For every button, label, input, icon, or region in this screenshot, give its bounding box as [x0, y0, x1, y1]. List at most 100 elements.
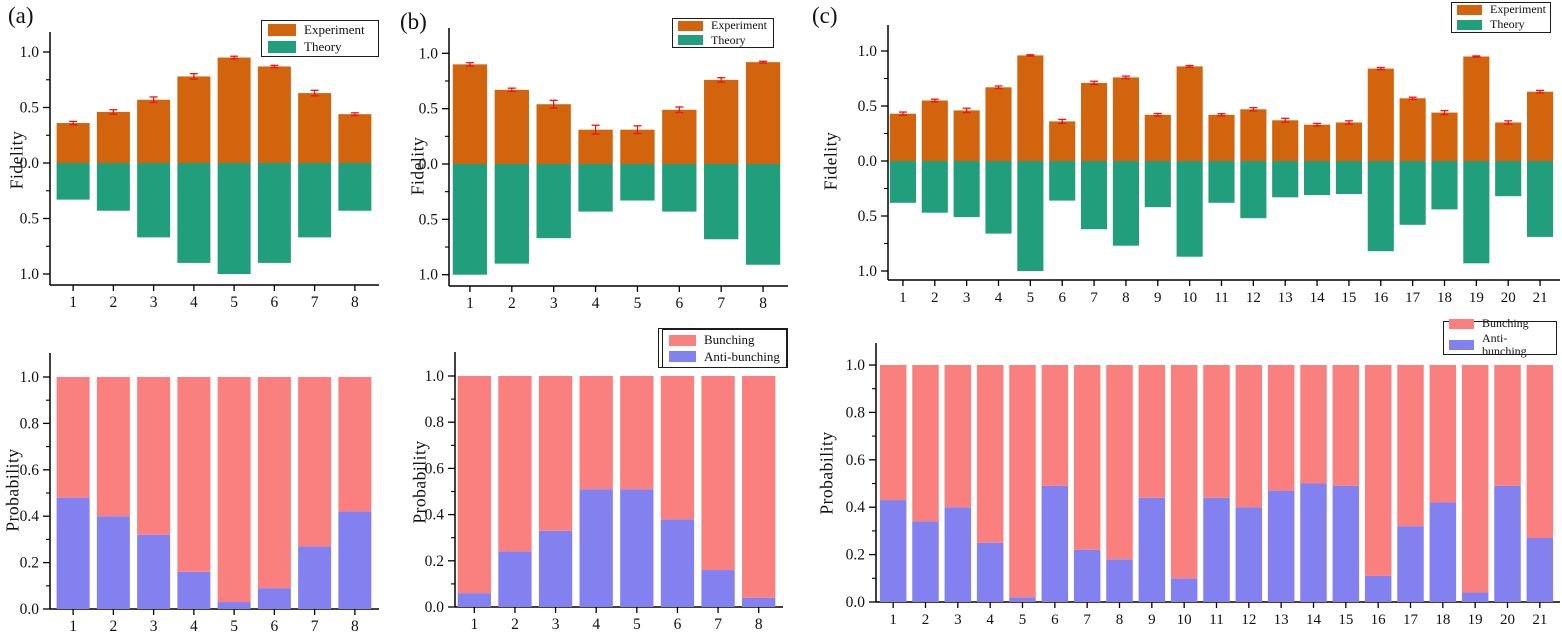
- experiment-bar: [217, 57, 251, 163]
- bunching-segment: [1138, 365, 1166, 498]
- y-tick-label: 0.6: [425, 460, 445, 477]
- bunching-segment: [944, 365, 972, 508]
- anti-bunching-segment: [1009, 597, 1036, 602]
- anti-bunching-segment: [912, 521, 939, 602]
- y-tick-label: 0.0: [20, 601, 40, 618]
- theory-bar: [1017, 161, 1044, 271]
- y-tick-label: 0.0: [20, 155, 40, 172]
- theory-bar: [452, 164, 488, 275]
- y-tick-label: 1.0: [419, 45, 439, 62]
- experiment-bar: [1304, 124, 1331, 161]
- theory-bar: [1367, 161, 1394, 252]
- y-axis-title-fidelity-b: Fidelity: [407, 136, 428, 196]
- x-tick-label: 4: [592, 616, 600, 633]
- y-tick-label: 0.4: [425, 507, 445, 524]
- x-tick-label: 4: [592, 295, 600, 312]
- anti-bunching-segment: [701, 570, 735, 607]
- bunching-segment: [1429, 365, 1457, 503]
- bunching-segment: [701, 376, 735, 571]
- theory-bar: [96, 163, 130, 211]
- x-tick-label: 3: [963, 290, 971, 306]
- bunching-segment: [1494, 365, 1521, 486]
- x-tick-label: 5: [1019, 612, 1027, 628]
- bunching-segment: [912, 365, 939, 522]
- experiment-bar: [1335, 122, 1362, 161]
- probability-chart-a: 1.0 0.8 0.6 0.4 0.2 0.0 1 2 3 4 5 6 7 8: [20, 353, 379, 635]
- bunching-segment: [298, 377, 332, 547]
- legend-item-theory: Theory: [268, 39, 372, 55]
- bunching-segment: [620, 376, 654, 490]
- experiment-bar: [889, 113, 916, 161]
- x-tick-label: 5: [230, 618, 238, 635]
- legend-label: Anti-bunching: [1482, 330, 1527, 359]
- x-tick-label: 7: [1090, 290, 1098, 306]
- x-tick-label: 1: [899, 290, 907, 306]
- y-tick-label: 0.8: [425, 414, 445, 431]
- panel-label-c: (c): [812, 3, 838, 28]
- anti-bunching-segment: [137, 534, 171, 609]
- bunching-segment: [879, 365, 907, 501]
- anti-bunching-segment: [620, 489, 654, 607]
- experiment-bar: [1240, 109, 1267, 161]
- y-tick-label: 1.0: [20, 369, 40, 386]
- anti-bunching-segment: [1397, 526, 1424, 602]
- x-tick-label: 6: [1058, 290, 1066, 306]
- theory-bar: [1049, 161, 1076, 201]
- bunching-segment: [217, 377, 251, 603]
- anti-bunching-swatch-icon: [669, 351, 696, 363]
- experiment-bar: [257, 66, 291, 163]
- x-tick-label: 14: [1306, 612, 1322, 628]
- experiment-bar: [1176, 66, 1203, 161]
- legend-label: Bunching: [1482, 315, 1529, 330]
- bunching-segment: [1170, 365, 1198, 579]
- x-tick-label: 12: [1241, 612, 1256, 628]
- experiment-bar: [1081, 82, 1108, 161]
- anti-bunching-segment: [338, 511, 372, 609]
- x-tick-label: 2: [931, 290, 939, 306]
- x-tick-label: 3: [552, 616, 560, 633]
- x-tick-label: 16: [1371, 612, 1387, 628]
- x-tick-label: 6: [1051, 612, 1059, 628]
- x-tick-label: 14: [1310, 290, 1326, 306]
- anti-bunching-segment: [498, 551, 532, 607]
- anti-bunching-segment: [538, 530, 573, 607]
- legend-item-bunching: Bunching: [669, 332, 780, 348]
- experiment-bar: [137, 99, 171, 163]
- bunching-segment: [1332, 365, 1360, 486]
- probability-chart-b: 1.0 0.8 0.6 0.4 0.2 0.0 1 2 3 4 5 6 7 8: [425, 352, 783, 633]
- x-tick-label: 8: [755, 616, 763, 633]
- legend-item-theory: Theory: [1457, 17, 1545, 32]
- anti-bunching-segment: [1138, 497, 1166, 602]
- theory-bar: [1112, 161, 1139, 246]
- y-axis-title-probability-b: Probability: [409, 440, 430, 524]
- anti-bunching-segment: [579, 489, 613, 607]
- y-axis-title-fidelity-c: Fidelity: [820, 131, 841, 191]
- bunching-segment: [1106, 365, 1133, 560]
- x-tick-label: 4: [986, 612, 994, 628]
- anti-bunching-segment: [298, 546, 332, 609]
- anti-bunching-segment: [1300, 483, 1327, 602]
- theory-bar: [1335, 161, 1362, 194]
- anti-bunching-segment: [1494, 485, 1521, 602]
- anti-bunching-segment: [1203, 497, 1230, 602]
- panel-label-a: (a): [8, 3, 34, 28]
- y-tick-label: 0.4: [20, 508, 40, 525]
- legend-probability-c: Bunching Anti-bunching: [1443, 316, 1557, 358]
- bunching-segment: [1461, 365, 1489, 593]
- y-tick-label: 0.2: [425, 553, 444, 570]
- legend-label: Anti-bunching: [704, 348, 780, 364]
- legend-item-experiment: Experiment: [268, 22, 372, 38]
- x-tick-label: 1: [889, 612, 897, 628]
- y-tick-label: 0.2: [20, 555, 39, 572]
- y-tick-label: 0.5: [20, 211, 40, 228]
- y-tick-label: 0.5: [419, 211, 439, 228]
- theory-bar: [177, 163, 211, 263]
- experiment-bar: [1527, 91, 1554, 161]
- bunching-segment: [457, 376, 491, 594]
- anti-bunching-segment: [257, 588, 291, 609]
- anti-bunching-segment: [1267, 490, 1295, 602]
- theory-swatch-icon: [1457, 19, 1482, 30]
- anti-bunching-segment: [660, 519, 695, 607]
- y-tick-label: 0.6: [20, 462, 40, 479]
- experiment-bar: [662, 109, 697, 164]
